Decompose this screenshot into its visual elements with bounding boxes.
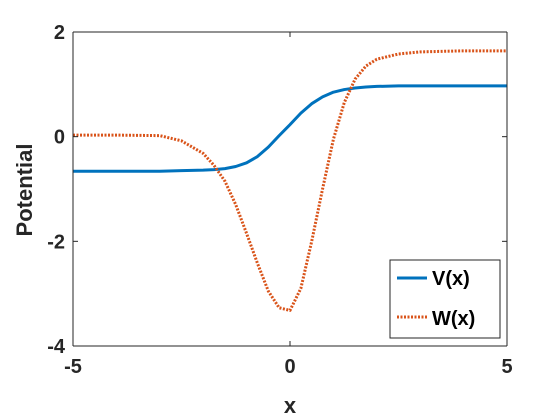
- y-tick-label: -4: [47, 336, 66, 358]
- series-layer: [73, 49, 507, 312]
- y-axis-title: Potential: [12, 144, 37, 237]
- y-tick-label: 2: [54, 22, 65, 44]
- series-line-1: [73, 49, 507, 312]
- legend-label-v: V(x): [432, 268, 470, 290]
- x-tick-label: 5: [501, 356, 512, 378]
- y-tick-label: -2: [47, 231, 65, 253]
- legend-label-w: W(x): [432, 308, 475, 330]
- series-line-0: [73, 84, 507, 173]
- legend-box: [389, 259, 501, 339]
- x-tick-label: 0: [284, 356, 295, 378]
- x-tick-label: -5: [64, 356, 82, 378]
- y-tick-label: 0: [54, 127, 65, 149]
- x-axis-title: x: [284, 393, 297, 418]
- ticks-layer: -5 0 5 -4 -2 0 2: [47, 22, 512, 378]
- legend: V(x) W(x): [389, 259, 501, 339]
